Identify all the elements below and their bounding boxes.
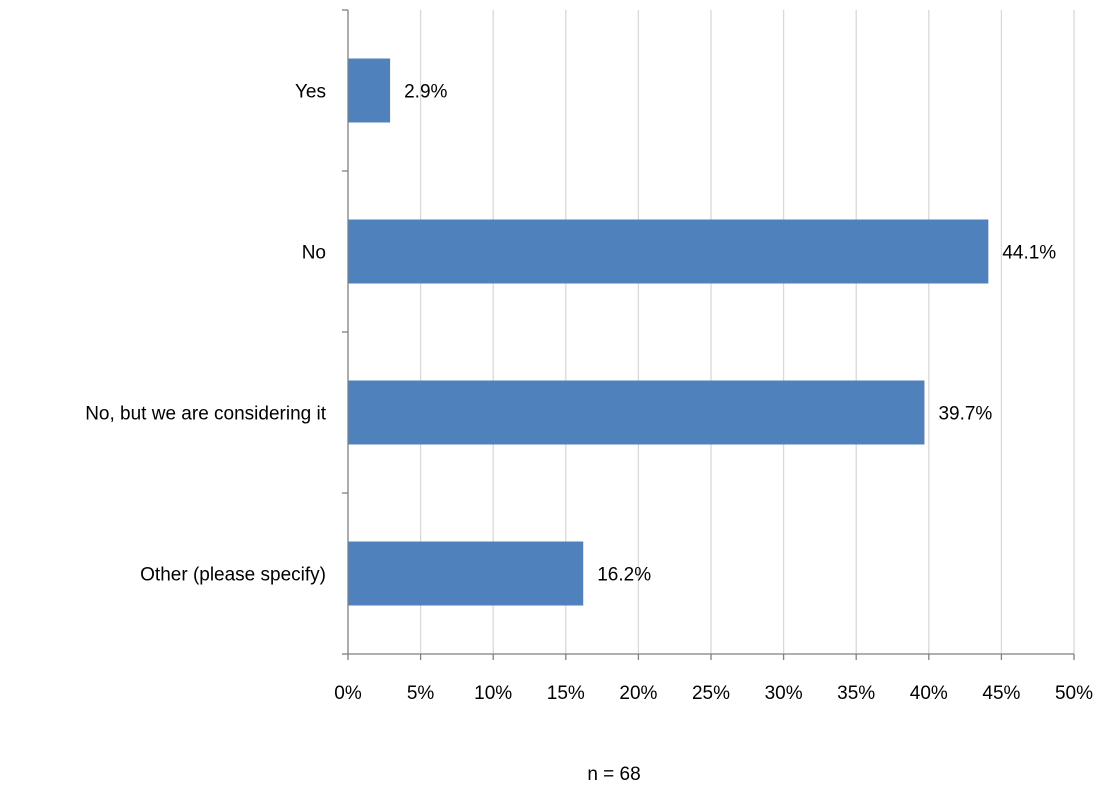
sample-size-note: n = 68 xyxy=(587,764,640,785)
bar xyxy=(348,58,391,123)
x-tick-label: 15% xyxy=(547,683,585,704)
x-tick-label: 50% xyxy=(1055,683,1093,704)
gridlines xyxy=(419,10,1075,654)
x-tick-label: 30% xyxy=(765,683,803,704)
bar xyxy=(348,541,584,606)
category-label: No xyxy=(302,243,326,264)
bar xyxy=(348,219,989,284)
data-label: 44.1% xyxy=(1002,243,1056,264)
category-label: No, but we are considering it xyxy=(85,404,327,425)
data-label: 2.9% xyxy=(404,82,447,103)
x-tick-label: 45% xyxy=(982,683,1020,704)
data-label: 16.2% xyxy=(597,565,651,586)
x-tick-label: 35% xyxy=(837,683,875,704)
x-tick-label: 10% xyxy=(474,683,512,704)
bar xyxy=(348,380,925,445)
x-tick-label: 25% xyxy=(692,683,730,704)
category-label: Yes xyxy=(295,82,326,103)
category-label: Other (please specify) xyxy=(140,565,326,586)
x-tick-label: 40% xyxy=(910,683,948,704)
x-tick-label: 0% xyxy=(334,683,362,704)
labels: 0% 5% 10% 15% 20% 25% 30% 35% 40% 45% 50% Yes 2.9% No… xyxy=(85,82,1093,705)
axes xyxy=(342,9,1075,660)
x-tick-label: 5% xyxy=(407,683,435,704)
data-label: 39.7% xyxy=(938,404,992,425)
x-tick-label: 20% xyxy=(619,683,657,704)
bars xyxy=(348,58,989,606)
